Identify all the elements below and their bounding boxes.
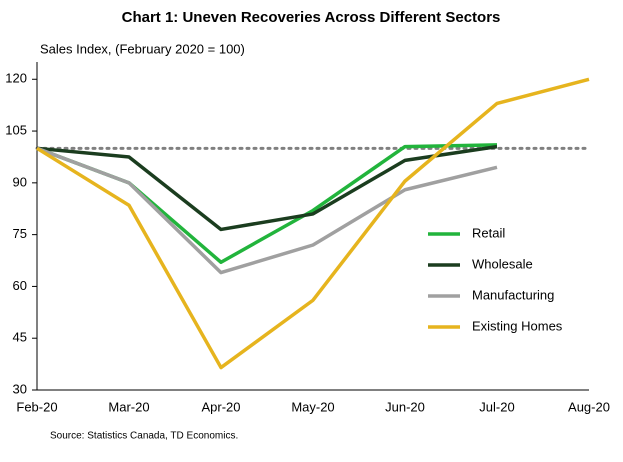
y-tick-label: 90 [13,174,27,189]
series-line [36,77,590,370]
y-axis-label: Sales Index, (February 2020 = 100) [40,41,245,56]
source-note: Source: Statistics Canada, TD Economics. [50,431,238,442]
chart-title: Chart 1: Uneven Recoveries Across Differ… [122,9,501,26]
y-tick-label: 105 [5,122,27,137]
x-tick-label: Mar-20 [108,399,149,414]
series-line [36,144,498,232]
x-tick-label: Jun-20 [385,399,425,414]
x-tick-label: Apr-20 [201,399,240,414]
y-tick-label: 45 [13,330,27,345]
y-tick-label: 120 [5,71,27,86]
y-tick-label: 60 [13,278,27,293]
x-tick-label: May-20 [291,399,334,414]
x-tick-label: Jul-20 [479,399,514,414]
legend-label: Retail [472,225,505,240]
y-tick-label: 30 [13,381,27,396]
legend-label: Existing Homes [472,318,563,333]
legend-label: Manufacturing [472,287,554,302]
y-tick-label: 75 [13,226,27,241]
legend-label: Wholesale [472,256,533,271]
x-tick-label: Feb-20 [16,399,57,414]
series-line [36,146,498,275]
x-tick-label: Aug-20 [568,399,610,414]
